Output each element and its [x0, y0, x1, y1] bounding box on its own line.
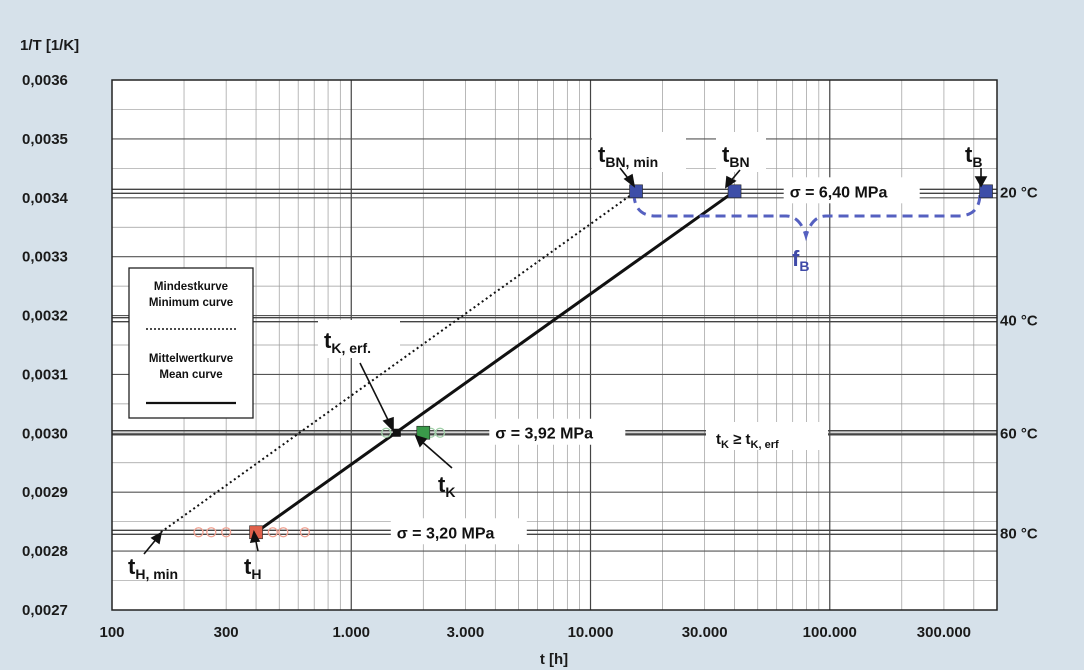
- legend-minimum-de: Mindestkurve: [154, 281, 228, 293]
- arrow-head-tbn-min: [623, 173, 636, 188]
- stress-label: σ = 3,92 MPa: [495, 426, 593, 443]
- faint-point: [434, 427, 446, 438]
- stress-label-bg: [489, 418, 626, 445]
- stress-label-bg: [390, 518, 527, 545]
- faint-point: [278, 527, 289, 538]
- temperature-label: 20 °C: [1000, 184, 1038, 201]
- condition-label-text: tK ≥ tK, erf: [716, 431, 779, 451]
- label-th-min: tH, min: [128, 554, 178, 582]
- legend-minimum-en: Minimum curve: [149, 297, 233, 309]
- x-axis-label: t [h]: [540, 651, 568, 668]
- label-th: tH: [244, 554, 261, 582]
- x-tick-label: 30.000: [682, 624, 728, 641]
- arrow-tk: [419, 439, 453, 469]
- scatter-band-bracket: [632, 192, 982, 242]
- x-tick-label: 1.000: [332, 624, 370, 641]
- x-tick-label: 100.000: [803, 624, 857, 641]
- label-tbn: tBN: [722, 142, 750, 170]
- mean-curve: [255, 190, 736, 534]
- y-tick-label: 0,0033: [22, 249, 68, 266]
- x-axis-tick-labels: 100 300 1.000 3.000 10.000 30.000 100.000 300.0…: [99, 624, 971, 641]
- label-bg-tbn-min: [592, 132, 686, 172]
- legend-box: [128, 267, 254, 419]
- faint-point: [193, 527, 204, 538]
- temperature-label: 80 °C: [1000, 525, 1038, 542]
- stress-label-bg: [783, 177, 920, 204]
- label-fb: fB: [792, 246, 809, 274]
- condition-label: tK ≥ tK, erf: [706, 422, 828, 451]
- stress-label: σ = 6,40 MPa: [790, 184, 888, 201]
- label-tk-erf: tK, erf.: [324, 328, 371, 356]
- arrow-tk-erf: [359, 362, 391, 425]
- arrow-head-tk-erf: [382, 416, 394, 432]
- major-grid: [112, 79, 997, 611]
- legend: Mindestkurve Minimum curve Mittelwertkur…: [128, 267, 254, 419]
- label-tb: tB: [965, 142, 982, 170]
- tk-erf-marker: [392, 428, 401, 437]
- x-tick-label: 100: [99, 624, 124, 641]
- y-tick-label: 0,0028: [22, 543, 68, 560]
- label-bg-tk-erf: [318, 320, 400, 358]
- plot-frame: [111, 79, 998, 611]
- y-tick-label: 0,0032: [22, 308, 68, 325]
- stress-label: σ = 3,20 MPa: [397, 525, 495, 542]
- faint-point: [381, 427, 392, 438]
- y-axis-label: 1/T [1/K]: [20, 37, 79, 54]
- x-tick-label: 300: [214, 624, 239, 641]
- label-tk: tK: [438, 472, 455, 500]
- faint-point: [299, 527, 311, 538]
- temperature-labels: 20 °C 40 °C 60 °C 80 °C: [1000, 184, 1038, 542]
- point-labels: tBN, min tBN tB tK, erf. tK tH, min tH f…: [128, 132, 982, 582]
- y-tick-label: 0,0031: [22, 366, 68, 383]
- arrow-head-tbn: [725, 175, 737, 189]
- faint-point: [267, 527, 278, 538]
- y-tick-label: 0,0034: [22, 190, 69, 207]
- data-marker: [727, 184, 742, 199]
- y-tick-label: 0,0030: [22, 425, 68, 442]
- arrow-head-tk: [414, 434, 428, 448]
- arrow-head-tb: [974, 176, 988, 188]
- x-tick-label: 3.000: [447, 624, 485, 641]
- temperature-label: 60 °C: [1000, 426, 1038, 443]
- y-tick-label: 0,0035: [22, 131, 68, 148]
- y-tick-label: 0,0029: [22, 484, 68, 501]
- legend-mean-de: Mittelwertkurve: [149, 353, 233, 365]
- data-marker: [979, 184, 993, 199]
- annotation-arrows: [143, 167, 988, 555]
- curves: [160, 190, 736, 534]
- label-tbn-min: tBN, min: [598, 142, 658, 170]
- y-axis-tick-labels: 0,0027 0,0028 0,0029 0,0030 0,0031 0,0032 0,00…: [22, 72, 69, 619]
- faint-point: [206, 527, 217, 538]
- x-tick-label: 300.000: [917, 624, 971, 641]
- arrow-head-th: [249, 529, 261, 543]
- faint-point: [221, 527, 232, 538]
- legend-mean-en: Mean curve: [159, 369, 222, 381]
- label-bg-tbn: [716, 132, 766, 172]
- condition-label-bg: [706, 422, 828, 450]
- y-tick-label: 0,0036: [22, 72, 68, 89]
- stress-labels: σ = 6,40 MPa σ = 3,92 MPa σ = 3,20 MPa: [390, 177, 920, 545]
- data-markers: [249, 184, 993, 540]
- temperature-label: 40 °C: [1000, 313, 1038, 330]
- x-tick-label: 10.000: [568, 624, 614, 641]
- y-tick-label: 0,0027: [22, 602, 68, 619]
- arrow-head-th-min: [150, 531, 163, 545]
- data-marker: [629, 184, 643, 199]
